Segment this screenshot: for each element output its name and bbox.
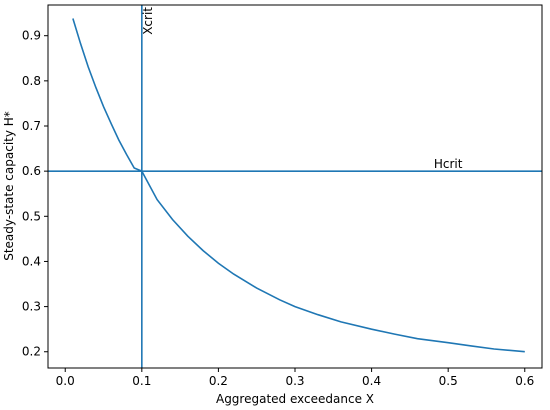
x-tick-label: 0.6 xyxy=(515,374,534,388)
y-tick-label: 0.3 xyxy=(22,300,41,314)
y-axis-label: Steady-state capacity H* xyxy=(2,111,16,261)
x-tick-label: 0.4 xyxy=(362,374,381,388)
x-tick-label: 0.2 xyxy=(209,374,228,388)
series-line xyxy=(72,18,525,353)
x-axis-label: Aggregated exceedance X xyxy=(216,392,374,406)
x-tick-label: 0.5 xyxy=(439,374,458,388)
reference-lines: Xcrit Hcrit xyxy=(48,5,542,368)
plot-frame xyxy=(47,4,543,369)
y-tick-label: 0.5 xyxy=(22,209,41,223)
x-tick-label: 0.0 xyxy=(56,374,75,388)
x-tick-label: 0.1 xyxy=(132,374,151,388)
x-tick-label: 0.3 xyxy=(285,374,304,388)
hcrit-label: Hcrit xyxy=(434,157,463,171)
ticks: 0.0 0.1 0.2 0.3 0.4 0.5 0.6 0.2 0.3 0.4 0.5 0.6 0.7 0… xyxy=(22,29,534,388)
y-tick-label: 0.8 xyxy=(22,74,41,88)
y-tick-label: 0.2 xyxy=(22,345,41,359)
xcrit-label: Xcrit xyxy=(141,7,155,35)
y-tick-label: 0.9 xyxy=(22,29,41,43)
curve xyxy=(72,18,525,353)
y-tick-label: 0.6 xyxy=(22,164,41,178)
y-tick-label: 0.7 xyxy=(22,119,41,133)
y-tick-label: 0.4 xyxy=(22,254,41,268)
